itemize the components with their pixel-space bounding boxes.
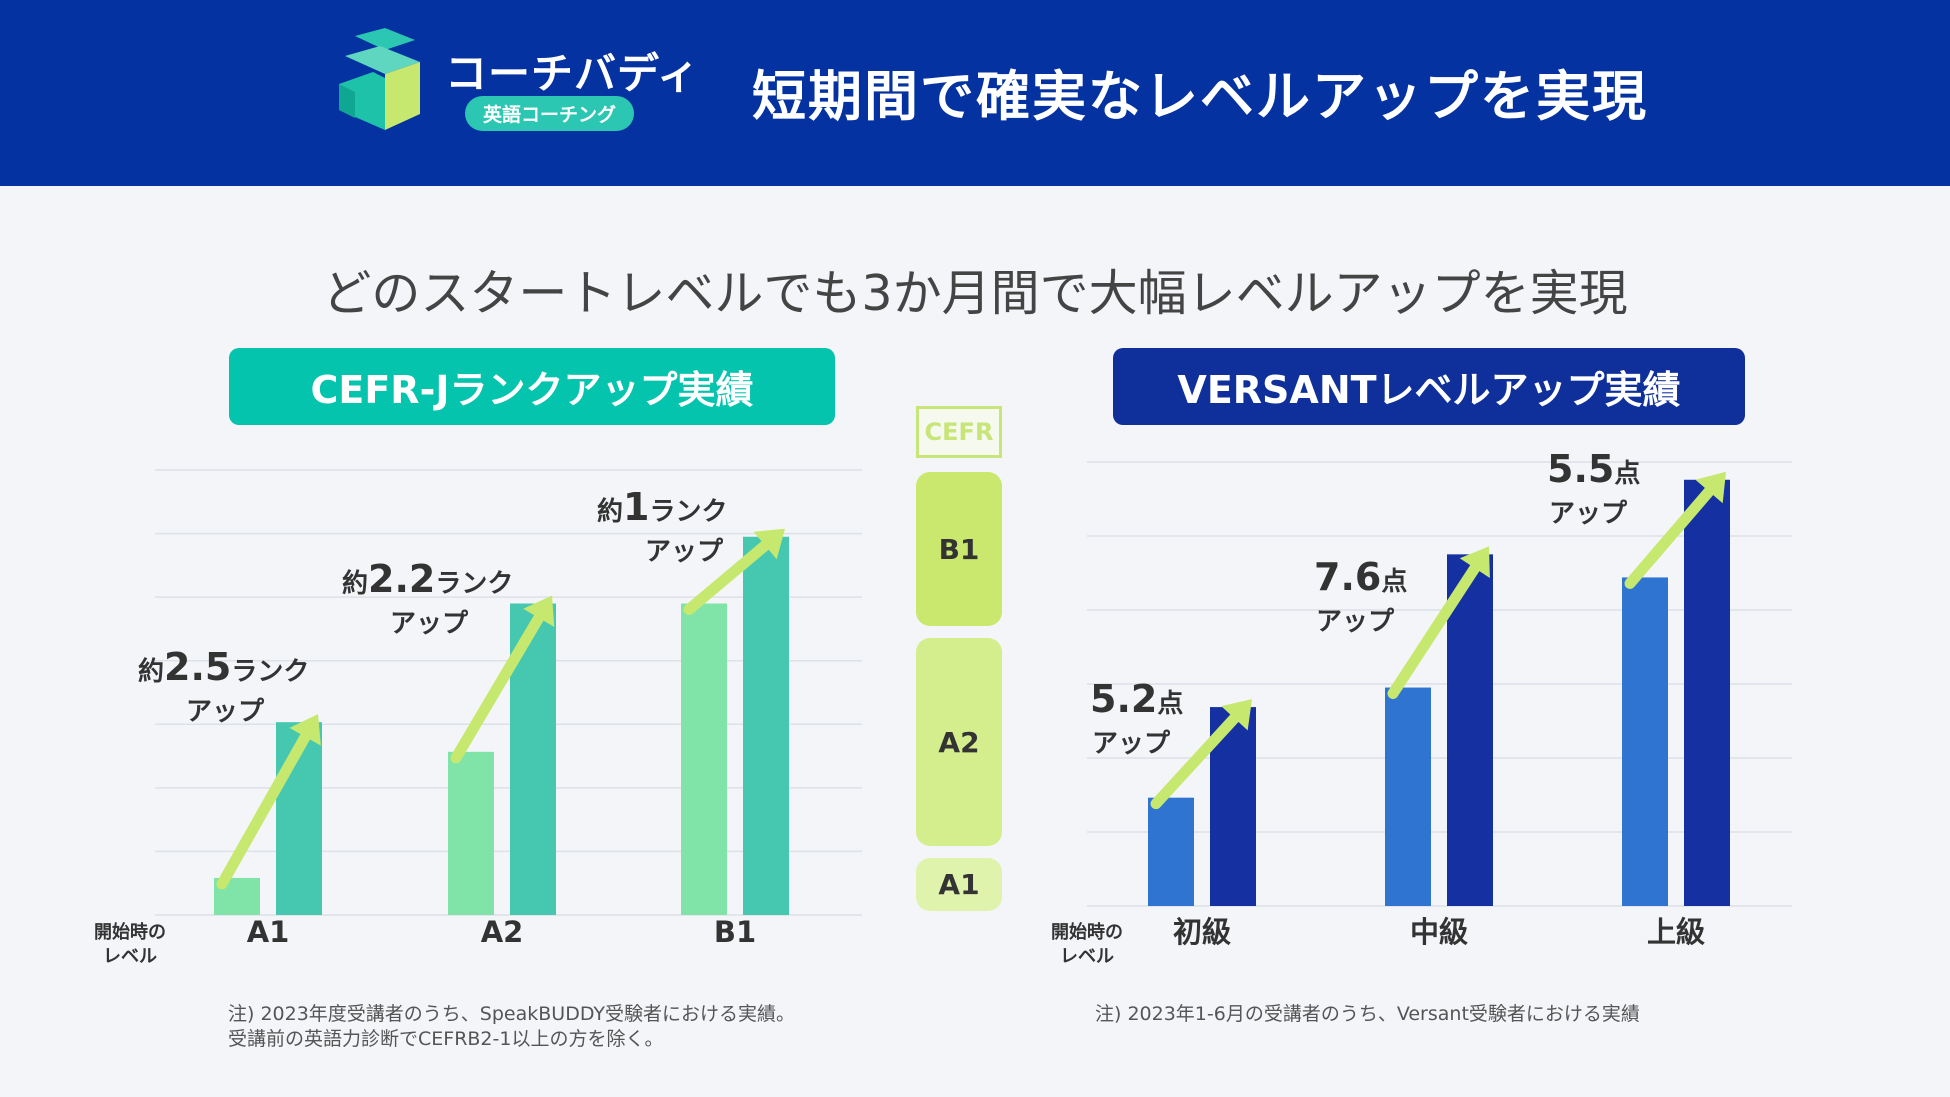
versant-note: 注) 2023年1-6月の受講者のうち、Versant受験者における実績 bbox=[1095, 1002, 1640, 1027]
cefr-arrow-shaft bbox=[450, 612, 545, 764]
cefr-category-label: A2 bbox=[481, 915, 524, 949]
cefr-xlabel-line2: レベル bbox=[103, 946, 157, 967]
cefr-bar-after bbox=[743, 536, 789, 915]
legend-level-a1: A1 bbox=[916, 858, 1002, 911]
cefr-annotation: 約1ランク bbox=[597, 485, 727, 529]
cefr-note: 注) 2023年度受講者のうち、SpeakBUDDY受験者における実績。 受講前… bbox=[228, 1002, 795, 1052]
brand-logo: コーチバディ 英語コーチング bbox=[325, 26, 699, 146]
cefr-annotation-line2: アップ bbox=[390, 609, 469, 639]
versant-category-label: 中級 bbox=[1410, 915, 1468, 949]
legend-level-b1: B1 bbox=[916, 472, 1002, 626]
versant-bar-after bbox=[1684, 479, 1730, 906]
cefr-category-label: A1 bbox=[247, 915, 290, 949]
cefr-note-line-1: 注) 2023年度受講者のうち、SpeakBUDDY受験者における実績。 bbox=[228, 1003, 796, 1025]
cefr-xlabel-line1: 開始時の bbox=[94, 921, 166, 943]
cefr-arrow-shaft bbox=[683, 539, 771, 615]
cefr-chart-title: CEFR-Jランクアップ実績 bbox=[229, 348, 835, 425]
cefr-annotation-line2: アップ bbox=[186, 697, 265, 727]
versant-xlabel-line1: 開始時の bbox=[1051, 921, 1123, 943]
cefr-arrow-head bbox=[753, 528, 785, 560]
versant-bar-after bbox=[1447, 554, 1493, 906]
cefr-arrow-shaft bbox=[216, 731, 311, 890]
versant-arrow-head bbox=[1221, 699, 1252, 731]
versant-category-label: 上級 bbox=[1647, 915, 1705, 949]
versant-arrow-head bbox=[1459, 546, 1490, 578]
versant-arrow-shaft bbox=[1624, 485, 1715, 589]
versant-arrow-shaft bbox=[1387, 562, 1481, 700]
versant-note-line-1: 注) 2023年1-6月の受講者のうち、Versant受験者における実績 bbox=[1095, 1003, 1640, 1025]
logo-mark-icon bbox=[339, 28, 420, 130]
versant-arrow-shaft bbox=[1150, 712, 1240, 810]
versant-chart-title: VERSANTレベルアップ実績 bbox=[1113, 348, 1745, 425]
versant-annotation-line2: アップ bbox=[1316, 607, 1395, 637]
versant-annotation-line2: アップ bbox=[1549, 499, 1628, 529]
versant-annotation: 5.2点 bbox=[1090, 677, 1183, 721]
versant-annotation: 7.6点 bbox=[1314, 555, 1407, 599]
cefr-bar-before bbox=[448, 751, 494, 915]
cefr-annotation: 約2.5ランク bbox=[138, 645, 309, 689]
page-subtitle: どのスタートレベルでも3か月間で大幅レベルアップを実現 bbox=[322, 265, 1628, 322]
cefr-bar-before bbox=[681, 603, 727, 915]
versant-bar-before bbox=[1148, 797, 1194, 906]
cefr-category-label: B1 bbox=[714, 915, 756, 949]
versant-bar-before bbox=[1385, 687, 1431, 906]
legend-level-a2: A2 bbox=[916, 638, 1002, 846]
cefr-note-line-2: 受講前の英語力診断でCEFRB2-1以上の方を除く。 bbox=[228, 1028, 664, 1050]
header-title: 短期間で確実なレベルアップを実現 bbox=[752, 65, 1648, 128]
logo-badge: 英語コーチング bbox=[465, 96, 635, 131]
cefr-annotation: 約2.2ランク bbox=[342, 557, 513, 601]
logo-name: コーチバディ bbox=[445, 49, 701, 98]
cefr-arrow-head bbox=[289, 714, 321, 746]
cefr-arrow-head bbox=[523, 595, 555, 628]
header-bar: コーチバディ 英語コーチング 短期間で確実なレベルアップを実現 bbox=[0, 0, 1950, 186]
versant-annotation: 5.5点 bbox=[1547, 447, 1640, 491]
versant-annotation-line2: アップ bbox=[1092, 729, 1171, 759]
versant-bar-before bbox=[1622, 577, 1668, 906]
versant-arrow-head bbox=[1695, 471, 1726, 504]
versant-xlabel-line2: レベル bbox=[1060, 946, 1114, 967]
cefr-legend-tag: CEFR bbox=[916, 406, 1002, 458]
versant-category-label: 初級 bbox=[1173, 915, 1231, 949]
cefr-annotation-line2: アップ bbox=[645, 537, 724, 567]
